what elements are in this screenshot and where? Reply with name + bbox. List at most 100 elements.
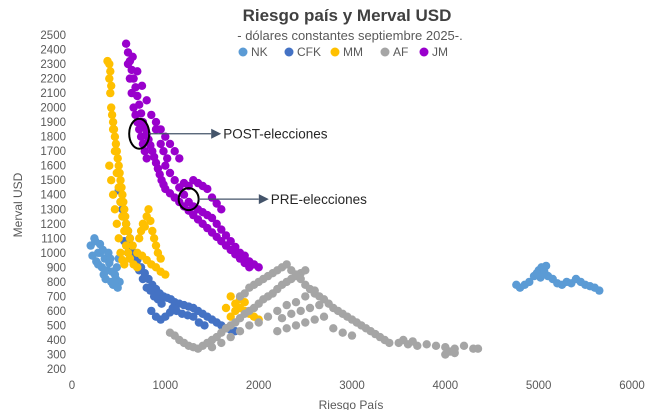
y-tick-label: 1600 [40, 161, 66, 173]
data-point-jm [151, 117, 161, 127]
x-tick-label: 4000 [433, 380, 459, 392]
data-point-mm [112, 168, 122, 178]
data-point-nk [113, 283, 122, 292]
data-point-cfk [189, 312, 198, 321]
data-point-jm [142, 96, 151, 105]
data-point-jm [140, 147, 149, 156]
annotation-arrowhead [258, 194, 269, 205]
y-tick-label: 1500 [40, 175, 66, 187]
data-point-jm [212, 219, 221, 228]
data-point-mm [110, 147, 120, 156]
data-point-mm [128, 241, 137, 250]
data-point-jm [137, 81, 147, 91]
data-point-af [338, 328, 347, 337]
data-point-af [385, 338, 394, 348]
data-point-mm [116, 176, 125, 185]
data-point-jm [133, 67, 142, 76]
data-point-mm [107, 103, 116, 112]
y-tick-label: 1800 [40, 132, 66, 144]
y-tick-label: 700 [47, 291, 66, 303]
data-point-jm [217, 225, 226, 234]
data-point-cfk [147, 306, 156, 316]
data-point-jm [165, 168, 175, 178]
y-tick-label: 1700 [40, 146, 66, 158]
y-tick-label: 2100 [40, 88, 66, 100]
data-point-af [296, 274, 305, 284]
data-point-mm [146, 216, 155, 226]
data-point-af [319, 312, 329, 321]
data-point-mm [221, 303, 231, 313]
data-point-jm [125, 74, 135, 83]
legend-marker-cfk [284, 47, 294, 57]
data-point-af [282, 300, 291, 310]
data-point-jm [221, 231, 231, 240]
data-point-mm [125, 234, 135, 243]
legend-marker-jm [419, 47, 429, 57]
data-point-mm [121, 241, 131, 250]
y-tick-label: 2300 [40, 59, 66, 71]
data-point-af [431, 341, 441, 350]
data-point-nk [541, 261, 551, 271]
data-point-mm [107, 110, 117, 120]
data-point-jm [179, 190, 189, 199]
data-point-jm [207, 213, 217, 223]
data-point-jm [161, 161, 170, 170]
data-point-af [273, 306, 282, 316]
data-point-cfk [153, 295, 163, 304]
data-point-jm [121, 39, 131, 48]
data-point-jm [163, 154, 172, 163]
data-point-af [287, 309, 296, 318]
data-point-af [207, 343, 217, 352]
legend-marker-nk [238, 47, 248, 57]
data-point-mm [226, 292, 235, 301]
x-tick-label: 6000 [619, 380, 645, 392]
data-point-af [310, 286, 319, 295]
data-point-jm [128, 52, 137, 61]
data-point-nk [595, 286, 604, 295]
data-point-mm [106, 88, 115, 98]
data-point-nk [525, 277, 534, 287]
y-tick-label: 2000 [40, 103, 66, 115]
y-tick-label: 800 [47, 277, 66, 289]
data-point-mm [120, 205, 129, 214]
y-tick-label: 1400 [40, 190, 66, 202]
data-point-mm [107, 81, 116, 91]
data-point-mm [105, 74, 114, 83]
annotations: POST-elecciones PRE-elecciones [128, 117, 367, 212]
data-point-af [254, 318, 263, 327]
data-point-cfk [168, 303, 177, 313]
y-tick-label: 1900 [40, 117, 66, 129]
data-point-mm [110, 205, 120, 214]
y-tick-label: 600 [47, 306, 66, 318]
data-point-mm [105, 161, 114, 170]
data-point-mm [156, 254, 165, 263]
y-tick-label: 900 [47, 262, 66, 274]
data-point-mm [231, 306, 240, 316]
data-point-af [282, 324, 291, 333]
x-tick-label: 2000 [246, 380, 272, 392]
data-point-jm [231, 242, 240, 252]
data-point-mm [121, 219, 131, 228]
data-point-jm [212, 199, 221, 208]
data-point-mm [120, 260, 129, 269]
data-point-af [315, 300, 324, 310]
data-point-af [217, 338, 226, 348]
y-tick-label: 300 [47, 349, 66, 361]
data-point-jm [135, 125, 144, 134]
data-point-af [310, 315, 319, 324]
data-point-mm [118, 190, 127, 199]
x-tick-label: 5000 [526, 380, 552, 392]
data-point-jm [129, 103, 138, 112]
data-point-mm [151, 241, 161, 250]
axes: 200 300 400 500 600 700 800 900 1000 1100 1200 1300… [40, 30, 644, 392]
data-point-af [305, 303, 315, 313]
data-point-af [240, 289, 249, 298]
data-point-af [245, 321, 254, 330]
data-point-mm [226, 312, 235, 321]
data-point-jm [175, 154, 184, 163]
data-point-mm [108, 190, 118, 199]
data-point-jm [254, 263, 263, 272]
legend-marker-af [380, 47, 390, 57]
legend-marker-mm [330, 47, 340, 57]
y-tick-label: 1200 [40, 219, 66, 231]
